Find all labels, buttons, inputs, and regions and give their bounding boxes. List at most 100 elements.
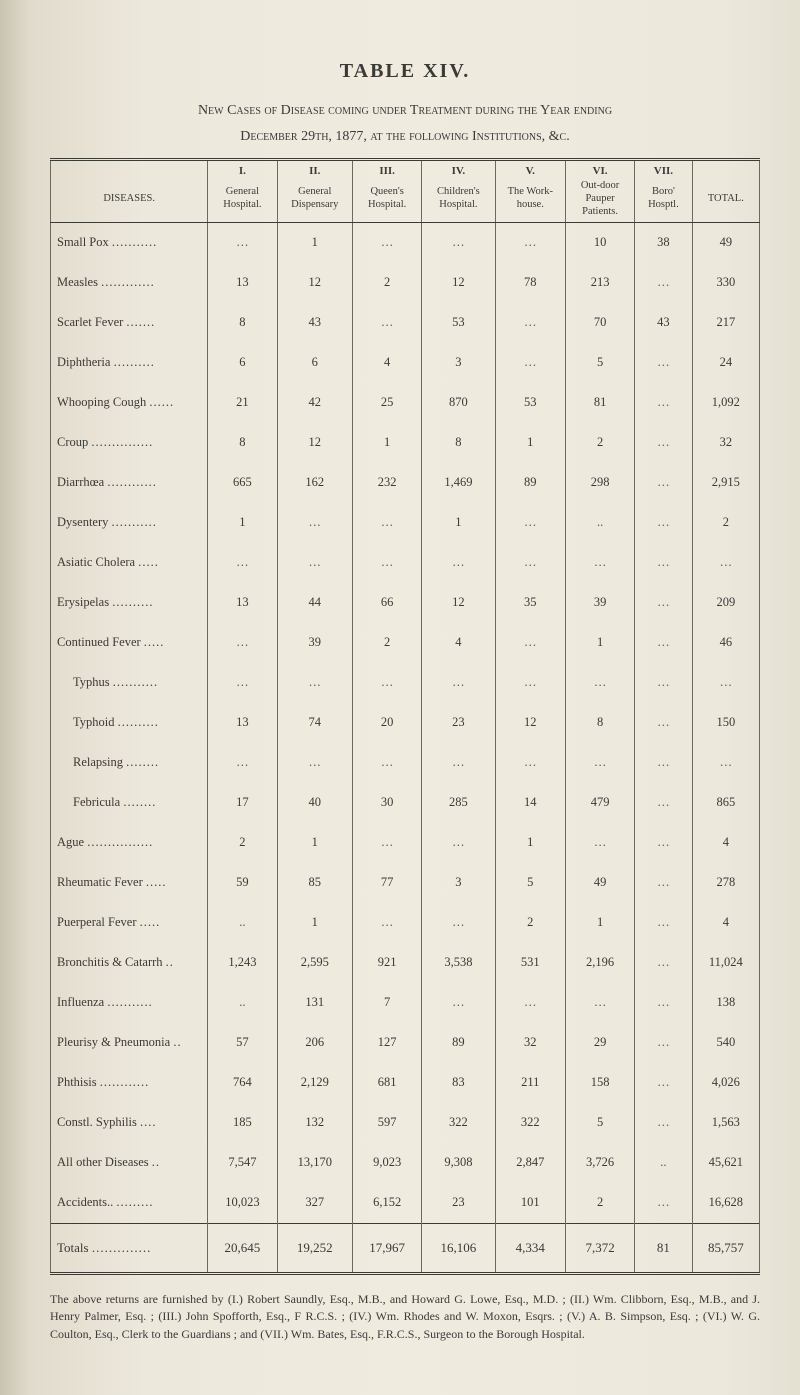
disease-name: Continued Fever	[57, 635, 144, 649]
table-row: Bronchitis & Catarrh ..1,2432,5959213,53…	[51, 943, 760, 983]
leader-dots: .............	[101, 275, 155, 289]
disease-name-cell: Asiatic Cholera .....	[51, 543, 208, 583]
table-cell: 5	[566, 343, 635, 383]
table-cell: …	[566, 543, 635, 583]
table-row: Diphtheria ..........6643…5…24	[51, 343, 760, 383]
table-cell: 39	[566, 583, 635, 623]
leader-dots: ...........	[112, 235, 157, 249]
disease-name: Rheumatic Fever	[57, 875, 146, 889]
table-cell: ..	[208, 903, 277, 943]
leader-dots: ..........	[112, 595, 153, 609]
table-cell: 865	[692, 783, 759, 823]
table-cell: 4	[353, 343, 422, 383]
table-cell: ..	[566, 503, 635, 543]
table-cell: 7,547	[208, 1143, 277, 1183]
table-cell: 39	[277, 623, 352, 663]
leader-dots: ...........	[113, 675, 158, 689]
table-cell: …	[635, 903, 693, 943]
table-cell: …	[495, 623, 565, 663]
table-cell: 101	[495, 1183, 565, 1224]
col-head-label: Out-door Pauper Patients.	[566, 177, 635, 223]
disease-table: I.II.III.IV.V.VI.VII. DISEASES.General H…	[50, 158, 760, 1275]
table-cell: 13	[208, 703, 277, 743]
table-cell: 83	[422, 1063, 495, 1103]
table-cell: 17,967	[353, 1223, 422, 1273]
disease-name: Croup	[57, 435, 91, 449]
disease-name: Pleurisy & Pneumonia	[57, 1035, 173, 1049]
table-cell: 540	[692, 1023, 759, 1063]
table-cell: 1	[277, 903, 352, 943]
disease-name-cell: Scarlet Fever .......	[51, 303, 208, 343]
table-cell: 531	[495, 943, 565, 983]
table-cell: 127	[353, 1023, 422, 1063]
table-cell: 24	[692, 343, 759, 383]
table-cell: …	[635, 1023, 693, 1063]
col-head-roman: VII.	[635, 159, 693, 177]
table-cell: 13	[208, 583, 277, 623]
table-row: Measles .............131221278213…330	[51, 263, 760, 303]
table-cell: 19,252	[277, 1223, 352, 1273]
col-head-roman	[692, 159, 759, 177]
table-row: Rheumatic Fever .....5985773549…278	[51, 863, 760, 903]
table-body: Small Pox ...........…1………103849Measles …	[51, 222, 760, 1273]
table-cell: …	[208, 222, 277, 263]
table-cell: 158	[566, 1063, 635, 1103]
table-cell: 162	[277, 463, 352, 503]
table-cell: 185	[208, 1103, 277, 1143]
col-head-blank	[51, 159, 208, 177]
leader-dots: .......	[126, 315, 155, 329]
table-cell: …	[495, 222, 565, 263]
table-cell: …	[635, 1103, 693, 1143]
table-cell: 85,757	[692, 1223, 759, 1273]
table-cell: 20,645	[208, 1223, 277, 1273]
disease-name: Asiatic Cholera	[57, 555, 138, 569]
disease-name: Phthisis	[57, 1075, 100, 1089]
subtitle-1-text: New Cases of Disease coming under Treatm…	[198, 103, 612, 118]
table-row: Puerperal Fever .......1……21…4	[51, 903, 760, 943]
table-cell: 23	[422, 1183, 495, 1224]
table-cell: 5	[495, 863, 565, 903]
table-cell: 322	[422, 1103, 495, 1143]
table-row: Dysentery ...........1……1…..…2	[51, 503, 760, 543]
table-cell: …	[422, 222, 495, 263]
leader-dots: .........	[116, 1195, 153, 1209]
table-cell: 6	[277, 343, 352, 383]
table-cell: 66	[353, 583, 422, 623]
table-cell: 681	[353, 1063, 422, 1103]
table-cell: 12	[422, 263, 495, 303]
table-cell: 3	[422, 863, 495, 903]
table-row: Constl. Syphilis ....1851325973223225…1,…	[51, 1103, 760, 1143]
table-cell: 285	[422, 783, 495, 823]
table-cell: 53	[495, 383, 565, 423]
table-cell: …	[635, 383, 693, 423]
table-cell: 12	[277, 263, 352, 303]
table-cell: 2	[566, 423, 635, 463]
disease-name-cell: All other Diseases ..	[51, 1143, 208, 1183]
table-cell: …	[495, 743, 565, 783]
table-cell: 20	[353, 703, 422, 743]
table-cell: ..	[635, 1143, 693, 1183]
table-cell: …	[422, 903, 495, 943]
table-cell: …	[635, 623, 693, 663]
table-cell: 10,023	[208, 1183, 277, 1224]
disease-name-cell: Diphtheria ..........	[51, 343, 208, 383]
table-cell: 32	[495, 1023, 565, 1063]
table-cell: 78	[495, 263, 565, 303]
table-row: Phthisis ............7642,12968183211158…	[51, 1063, 760, 1103]
disease-name-cell: Ague ................	[51, 823, 208, 863]
disease-name: Whooping Cough	[57, 395, 149, 409]
disease-name: Totals	[57, 1240, 92, 1255]
leader-dots: ..	[166, 955, 174, 969]
col-head-label: Queen's Hospital.	[353, 177, 422, 223]
header-row-labels: DISEASES.General Hospital.General Dispen…	[51, 177, 760, 223]
table-cell: 2	[353, 623, 422, 663]
table-cell: 479	[566, 783, 635, 823]
table-cell: 45,621	[692, 1143, 759, 1183]
table-cell: …	[635, 1063, 693, 1103]
table-cell: …	[566, 823, 635, 863]
table-cell: 13	[208, 263, 277, 303]
table-cell: 7,372	[566, 1223, 635, 1273]
table-cell: 77	[353, 863, 422, 903]
table-cell: 1,092	[692, 383, 759, 423]
table-cell: …	[635, 743, 693, 783]
